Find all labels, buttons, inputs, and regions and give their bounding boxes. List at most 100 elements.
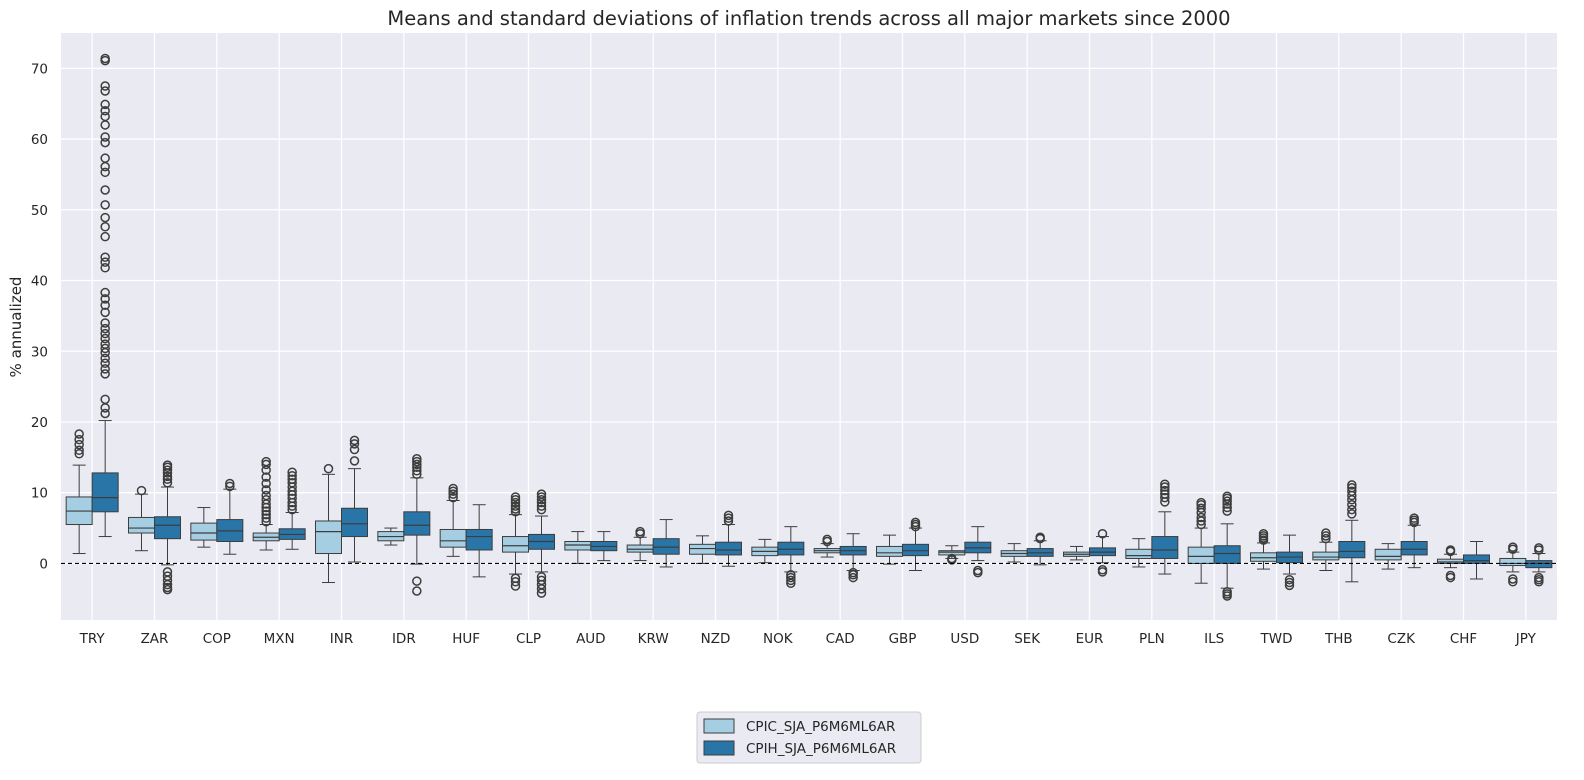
box-cpih-inr (341, 435, 368, 563)
box-cpic-try (65, 429, 93, 555)
outlier-point (1222, 502, 1232, 513)
outlier-point (323, 463, 334, 474)
outlier-point (1508, 542, 1518, 552)
outlier-point (510, 495, 521, 505)
x-tick-label-zar: ZAR (141, 631, 169, 647)
outlier-point (100, 328, 110, 339)
outlier-point (1508, 577, 1518, 587)
box-cpih-chf (1463, 540, 1490, 580)
outlier-point (1160, 489, 1170, 499)
outlier-point (1097, 528, 1108, 539)
x-axis: TRY ZAR COP MXN INR IDR HUF CLP AUD KRW NZD NOK CAD G… (79, 631, 1537, 647)
outlier-point (100, 263, 110, 273)
outlier-point (287, 478, 297, 488)
outlier-point (1160, 492, 1170, 503)
outlier-point (162, 474, 173, 485)
outlier-point (100, 369, 110, 379)
outlier-point (100, 257, 110, 267)
x-tick-label-idr: IDR (392, 631, 416, 647)
outlier-point (261, 456, 271, 467)
outlier-point (162, 471, 173, 482)
x-tick-label-czk: CZK (1387, 631, 1416, 647)
box-cpih-nzd (715, 510, 742, 567)
outlier-point (287, 474, 297, 485)
legend-swatch-cpih (703, 740, 735, 756)
outlier-point (510, 507, 521, 517)
outlier-point (448, 492, 458, 503)
box-cpic-krw (626, 526, 654, 562)
box-cpic-twd (1250, 528, 1277, 570)
box-iqr (1312, 551, 1340, 561)
box-iqr (439, 528, 467, 548)
outlier-point (536, 495, 547, 505)
grid (61, 33, 1557, 620)
y-tick-label: 20 (31, 415, 48, 431)
outlier-point (100, 343, 110, 354)
outlier-point (412, 576, 422, 586)
box-iqr (190, 522, 218, 541)
outlier-point (1258, 528, 1269, 539)
outlier-point (100, 132, 110, 142)
legend: CPIC_SJA_P6M6ML6AR CPIH_SJA_P6M6ML6AR (696, 711, 922, 764)
outlier-point (1160, 479, 1170, 489)
x-tick-label-huf: HUF (452, 631, 480, 647)
box-cpic-jpy (1499, 542, 1527, 587)
box-iqr (1250, 552, 1277, 562)
outlier-point (261, 472, 271, 482)
box-iqr (715, 541, 742, 556)
outlier-point (1196, 512, 1206, 523)
legend-label-cpic: CPIC_SJA_P6M6ML6AR (746, 719, 895, 735)
box-iqr (689, 543, 716, 555)
outlier-point (1347, 486, 1357, 497)
outlier-point (287, 493, 297, 504)
x-tick-label-try: TRY (79, 631, 106, 647)
x-tick-label-nok: NOK (763, 631, 794, 647)
outlier-point (287, 467, 297, 477)
outlier-point (1222, 496, 1232, 506)
outlier-point (786, 572, 796, 583)
outlier-point (162, 584, 173, 595)
box-iqr (1400, 540, 1428, 556)
outlier-point (100, 81, 110, 91)
outlier-point (947, 553, 957, 564)
box-cpih-thb (1338, 480, 1366, 583)
outlier-point (100, 222, 110, 232)
outlier-point (100, 294, 110, 304)
box-cpih-cad (839, 533, 867, 583)
x-tick-label-sek: SEK (1014, 631, 1041, 647)
outlier-point (1347, 482, 1357, 493)
outlier-point (510, 577, 521, 587)
box-cpih-zar (154, 460, 181, 595)
box-iqr (465, 528, 493, 551)
box-iqr (1151, 536, 1179, 559)
box-iqr (128, 516, 155, 534)
x-tick-label-twd: TWD (1260, 631, 1293, 647)
x-tick-label-thb: THB (1324, 631, 1353, 647)
outlier-point (1196, 503, 1206, 514)
outlier-point (510, 501, 521, 511)
y-axis-label: % annualized (7, 277, 25, 378)
outlier-point (536, 588, 547, 598)
box-cpih-idr (403, 454, 431, 596)
box-cpih-clp (528, 489, 555, 598)
x-tick-label-gbp: GBP (889, 631, 917, 647)
outlier-point (412, 459, 422, 470)
outlier-point (74, 429, 84, 439)
outlier-point (74, 449, 84, 459)
box-cpic-pln (1125, 538, 1153, 568)
outlier-point (74, 445, 84, 456)
outlier-point (1445, 572, 1456, 583)
outlier-point (1097, 567, 1108, 577)
box-cpic-cop (190, 507, 218, 548)
outlier-point (1222, 506, 1232, 516)
box-cpih-twd (1276, 534, 1303, 591)
outlier-point (1321, 533, 1331, 544)
outlier-point (723, 510, 734, 521)
outlier-point (1160, 482, 1170, 492)
outlier-point (100, 353, 110, 364)
outlier-point (1222, 591, 1232, 601)
outlier-point (100, 358, 110, 369)
outlier-point (536, 501, 547, 511)
x-tick-label-usd: USD (950, 631, 979, 647)
outlier-point (1284, 574, 1295, 585)
